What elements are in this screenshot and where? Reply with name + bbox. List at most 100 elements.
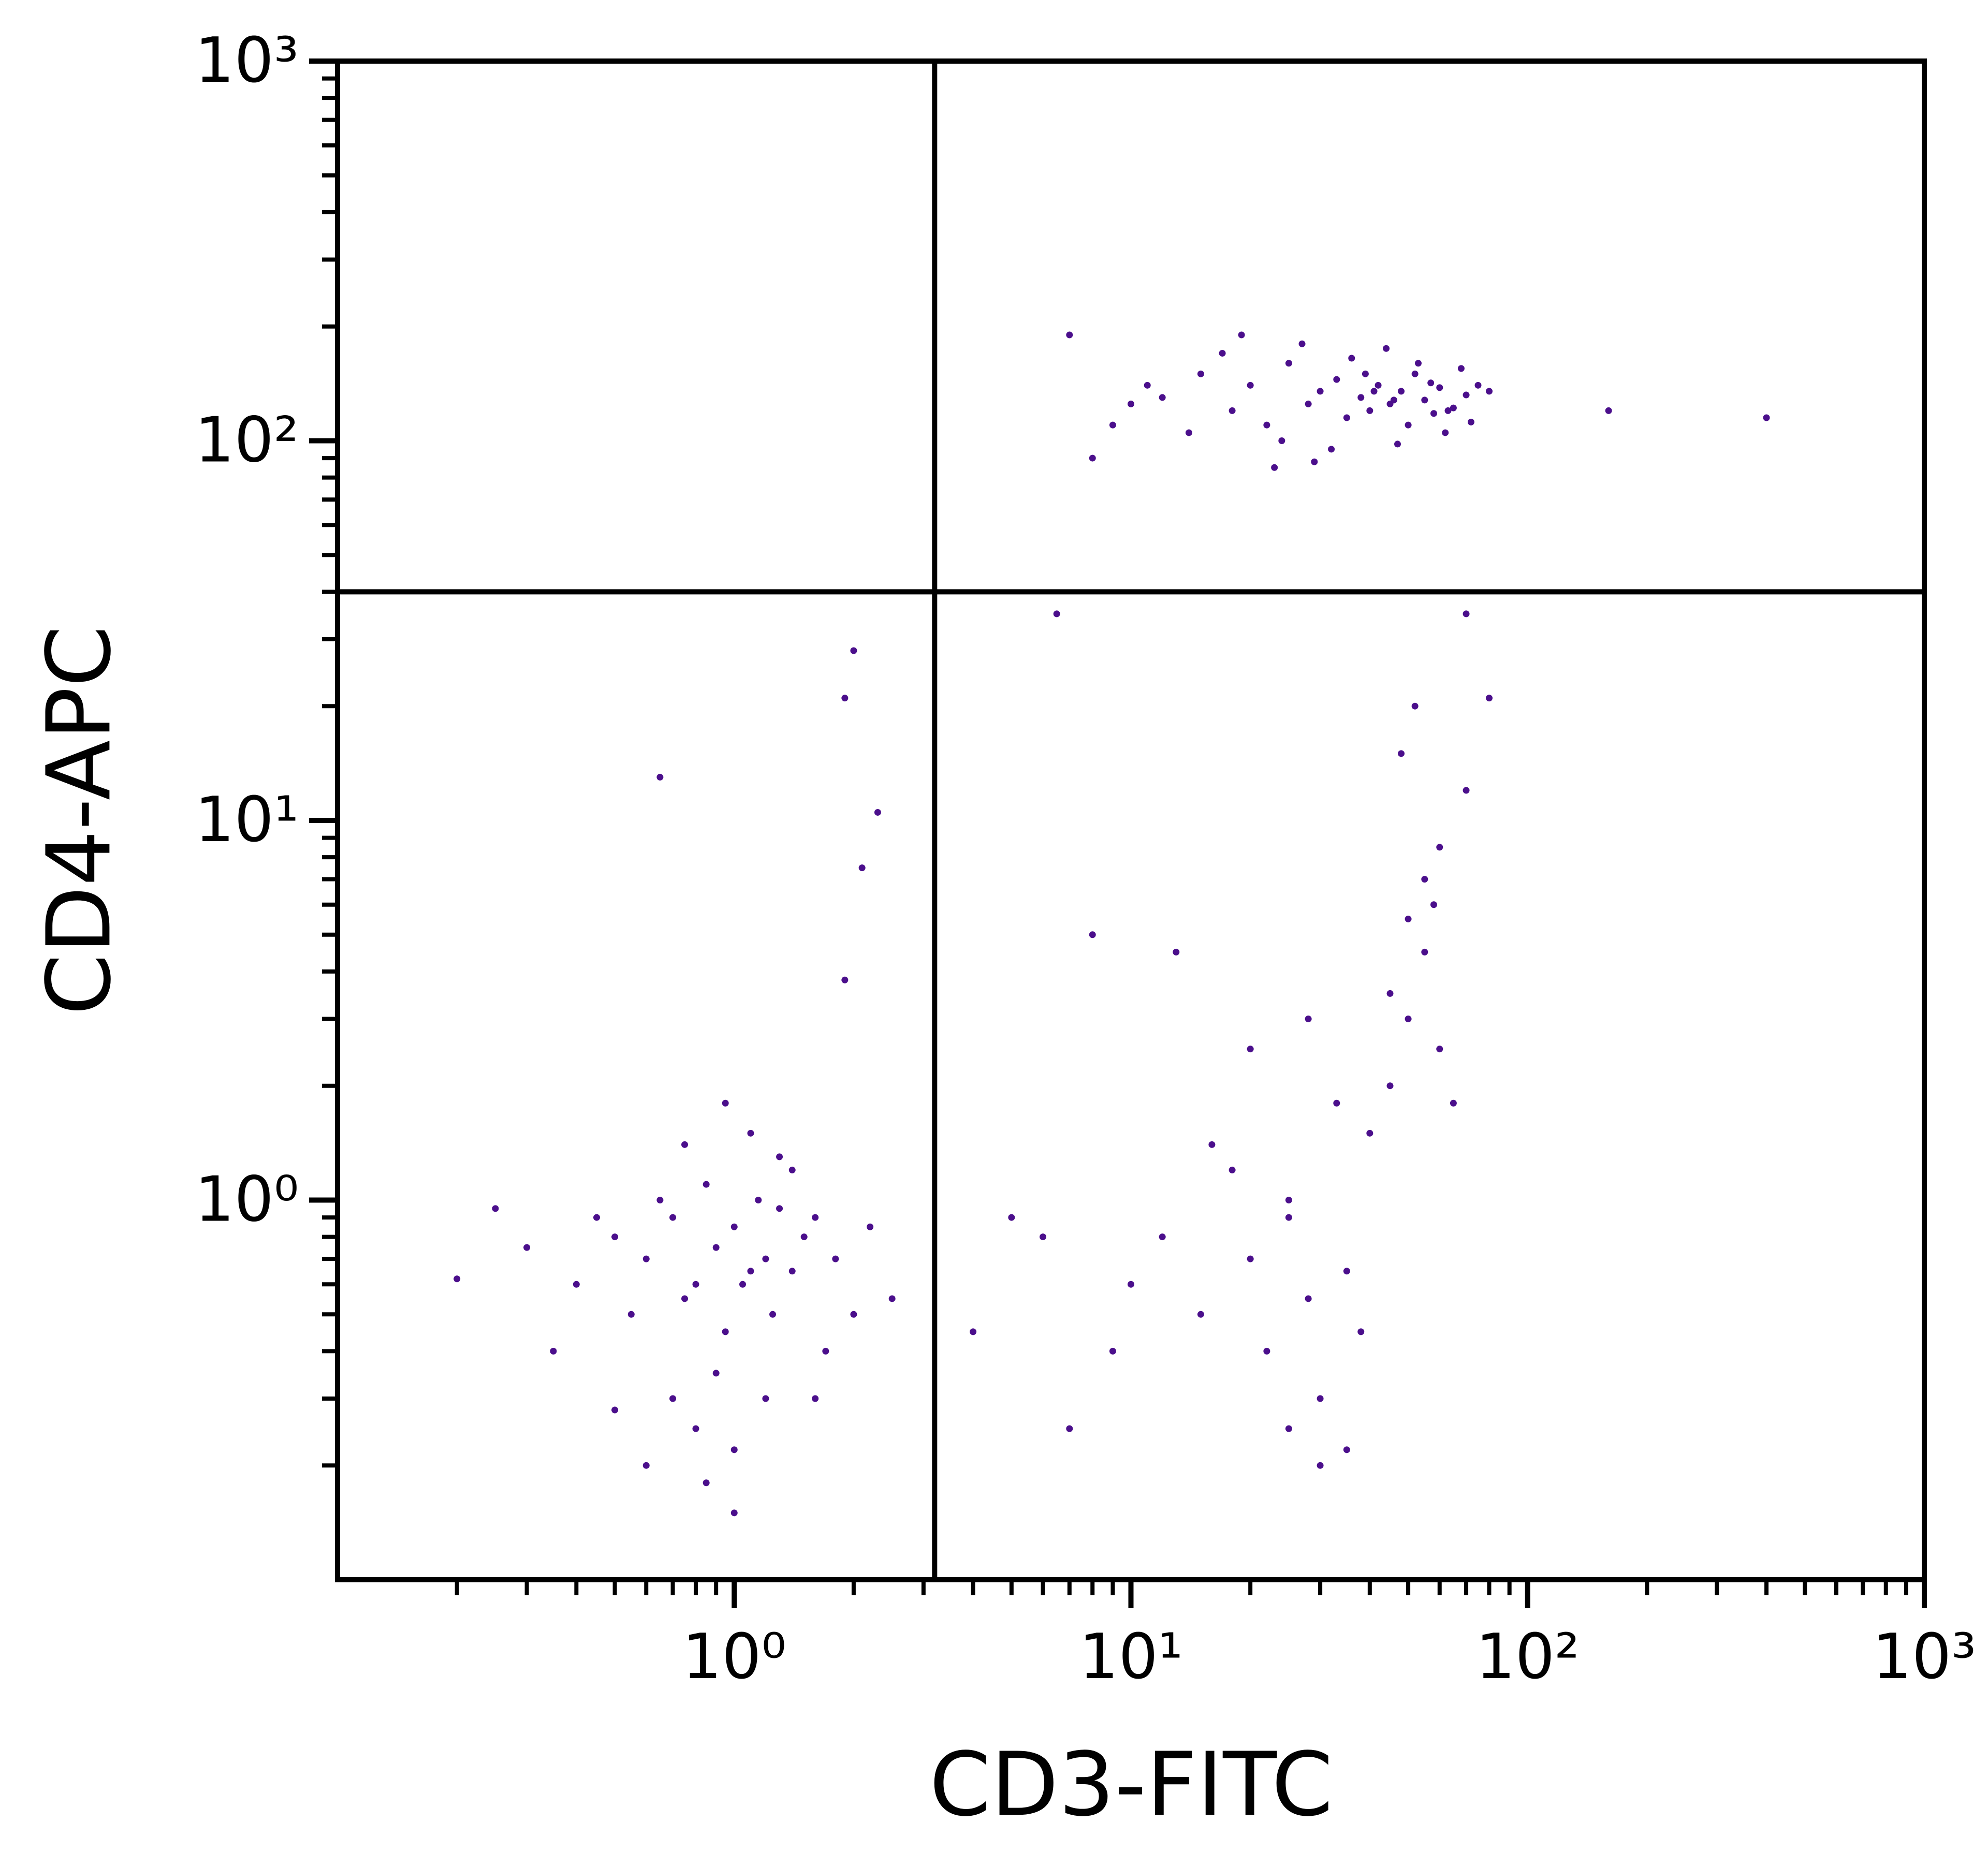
data-point	[858, 864, 866, 872]
data-point	[888, 1295, 896, 1302]
data-point	[755, 1197, 762, 1203]
data-point	[1285, 360, 1292, 367]
data-point	[1386, 990, 1394, 997]
data-point	[1333, 376, 1340, 383]
data-point	[627, 1311, 635, 1318]
data-point	[800, 1233, 808, 1241]
data-point	[1411, 370, 1419, 377]
data-point	[656, 1197, 664, 1203]
data-point	[1436, 844, 1443, 851]
data-point	[703, 1479, 710, 1487]
data-point	[1185, 429, 1192, 436]
data-point	[681, 1141, 689, 1148]
data-point	[1128, 1281, 1134, 1288]
data-point	[832, 1255, 839, 1262]
data-point	[1436, 384, 1443, 391]
data-point	[841, 695, 849, 702]
data-point	[1348, 355, 1355, 362]
data-point	[1305, 400, 1312, 407]
data-point	[1008, 1214, 1015, 1221]
data-point	[1066, 331, 1073, 339]
data-point	[1159, 1233, 1166, 1241]
data-point	[1247, 1255, 1254, 1262]
data-point	[730, 1509, 738, 1517]
data-point	[1197, 1311, 1204, 1318]
data-point	[712, 1244, 720, 1251]
plot-frame	[335, 58, 1927, 1582]
data-point	[1405, 1016, 1412, 1023]
data-point	[1366, 407, 1373, 414]
data-point	[739, 1281, 746, 1288]
data-point	[1485, 388, 1493, 395]
data-point	[642, 1462, 650, 1469]
data-point	[747, 1129, 754, 1137]
data-point	[1343, 414, 1350, 421]
data-point	[1040, 1233, 1047, 1241]
data-point	[1317, 1462, 1324, 1469]
data-point	[1383, 345, 1390, 352]
data-point	[523, 1244, 531, 1251]
data-point	[454, 1275, 461, 1283]
data-point	[1394, 440, 1401, 448]
data-point	[1450, 1099, 1457, 1107]
data-point	[1357, 394, 1365, 401]
data-point	[1390, 396, 1397, 404]
data-point	[769, 1311, 777, 1318]
data-point	[1463, 610, 1470, 618]
data-point	[788, 1166, 796, 1173]
data-point	[1343, 1268, 1350, 1275]
data-point	[1450, 404, 1457, 411]
x-tick-label: 10¹	[1079, 1621, 1183, 1693]
data-point	[681, 1295, 689, 1302]
data-point	[550, 1347, 557, 1355]
data-point	[1229, 1166, 1236, 1173]
data-point	[850, 647, 857, 654]
data-point	[1109, 421, 1116, 429]
data-point	[1173, 948, 1180, 956]
y-axis-title: CD4-APC	[28, 626, 130, 1016]
data-point	[1089, 454, 1096, 462]
data-point	[656, 773, 664, 781]
data-point	[1285, 1425, 1292, 1432]
data-point	[1089, 931, 1096, 938]
data-point	[812, 1395, 819, 1402]
data-point	[1333, 1099, 1340, 1107]
data-point	[1208, 1141, 1216, 1148]
x-tick-label: 10³	[1873, 1621, 1977, 1693]
data-point	[730, 1446, 738, 1453]
data-point	[1405, 915, 1412, 922]
x-tick-label: 10²	[1475, 1621, 1580, 1693]
data-point	[1474, 381, 1482, 389]
data-point	[1485, 695, 1493, 702]
data-point	[1271, 464, 1278, 471]
data-point	[1375, 381, 1382, 389]
data-point	[692, 1281, 699, 1288]
data-point	[1328, 446, 1335, 453]
data-point	[1263, 1347, 1270, 1355]
data-point	[970, 1328, 977, 1335]
data-point	[788, 1268, 796, 1275]
data-point	[1398, 750, 1405, 757]
data-point	[712, 1370, 720, 1377]
data-point	[730, 1223, 738, 1230]
data-point	[1370, 388, 1378, 395]
data-point	[1066, 1425, 1073, 1432]
data-point	[1247, 1046, 1254, 1053]
data-point	[1144, 381, 1151, 389]
data-point	[747, 1268, 754, 1275]
data-point	[1411, 702, 1419, 710]
data-point	[850, 1311, 857, 1318]
data-point	[841, 976, 849, 983]
data-point	[1430, 410, 1437, 417]
data-point	[1463, 787, 1470, 794]
data-point	[692, 1425, 699, 1432]
y-tick-label: 10¹	[195, 784, 299, 856]
data-point	[1463, 391, 1470, 399]
data-point	[1317, 388, 1324, 395]
data-point	[1605, 407, 1612, 414]
y-tick-label: 10⁰	[195, 1164, 299, 1236]
data-point	[1311, 458, 1318, 465]
data-point	[669, 1395, 677, 1402]
